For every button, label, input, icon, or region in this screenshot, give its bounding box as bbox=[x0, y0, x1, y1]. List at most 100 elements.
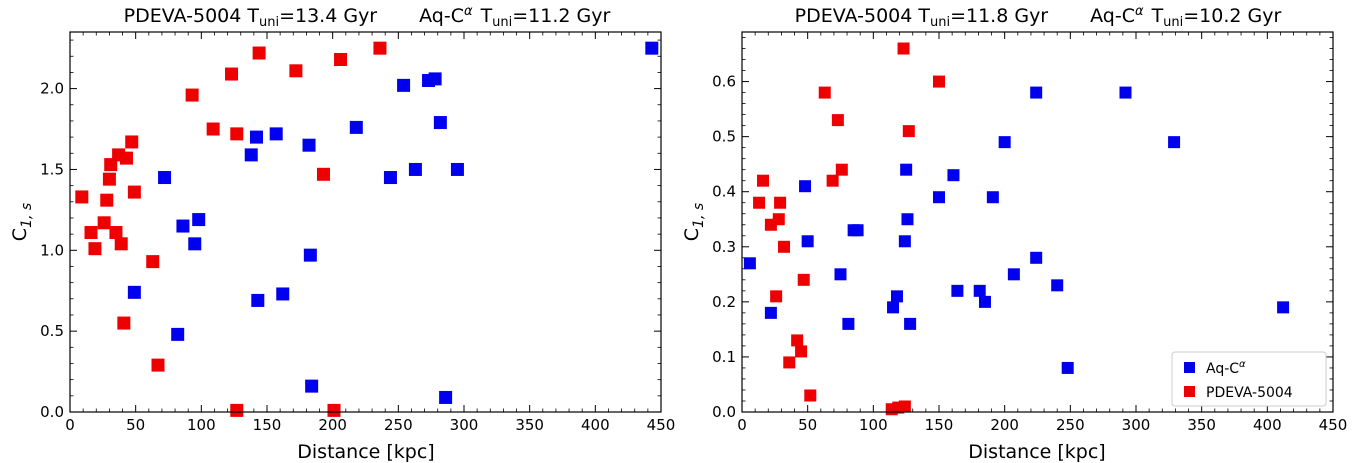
right-point-pdeva bbox=[753, 196, 766, 209]
left-point-pdeva bbox=[117, 316, 131, 330]
left-point-pdeva bbox=[109, 226, 123, 240]
left-point-pdeva bbox=[119, 151, 133, 165]
left-point-aq bbox=[269, 127, 283, 141]
right-title-t-b: T bbox=[1151, 5, 1164, 27]
left-point-pdeva bbox=[252, 46, 266, 60]
right-y-label-sub: 1, s bbox=[691, 203, 707, 228]
right-title-eq-b: =10.2 Gyr bbox=[1183, 5, 1281, 27]
right-x-tick-label: 0 bbox=[737, 416, 747, 434]
right-point-pdeva bbox=[791, 334, 804, 347]
left-point-pdeva bbox=[289, 64, 303, 78]
right-point-aq bbox=[890, 290, 903, 303]
left-point-pdeva bbox=[125, 135, 139, 149]
right-point-aq bbox=[904, 317, 917, 330]
right-point-aq bbox=[799, 180, 812, 193]
right-point-pdeva bbox=[772, 213, 785, 226]
right-point-aq bbox=[947, 169, 960, 182]
right-point-pdeva bbox=[774, 196, 787, 209]
right-title-eq-a: =11.8 Gyr bbox=[950, 5, 1048, 27]
right-point-pdeva bbox=[898, 400, 911, 413]
left-title-sim-a: PDEVA-5004 T bbox=[124, 5, 260, 27]
right-y-tick-label: 0.5 bbox=[712, 128, 736, 146]
right-point-pdeva bbox=[933, 75, 945, 88]
left-point-aq bbox=[303, 248, 317, 262]
left-plot-frame bbox=[69, 31, 662, 413]
left-title-t-b: T bbox=[480, 5, 493, 27]
right-point-pdeva bbox=[770, 290, 783, 303]
left-y-tick-label: 0.0 bbox=[40, 403, 64, 421]
left-point-aq bbox=[249, 130, 263, 144]
left-x-tick-label: 50 bbox=[126, 416, 145, 434]
right-point-aq bbox=[834, 268, 847, 281]
left-point-aq bbox=[645, 41, 659, 55]
legend-marker-pdeva bbox=[1184, 386, 1195, 397]
right-point-aq bbox=[998, 136, 1011, 149]
left-x-tick-label: 450 bbox=[647, 416, 676, 434]
left-x-tick-label: 400 bbox=[581, 416, 610, 434]
left-point-aq bbox=[349, 120, 363, 134]
right-x-tick-label: 100 bbox=[859, 416, 888, 434]
right-point-aq bbox=[898, 235, 911, 248]
left-point-pdeva bbox=[146, 255, 160, 269]
right-point-aq bbox=[887, 301, 900, 314]
right-x-tick-label: 300 bbox=[1122, 416, 1151, 434]
right-point-pdeva bbox=[783, 356, 796, 369]
left-title-sub-b: uni bbox=[492, 15, 512, 30]
left-x-axis-label: Distance [kpc] bbox=[297, 441, 434, 463]
left-title-eq-a: =13.4 Gyr bbox=[279, 5, 377, 27]
legend-box bbox=[1171, 351, 1327, 407]
left-point-aq bbox=[305, 379, 319, 393]
right-y-tick-label: 0.2 bbox=[712, 293, 736, 311]
right-y-tick-label: 0.1 bbox=[712, 348, 736, 366]
left-point-pdeva bbox=[334, 52, 348, 66]
left-point-aq bbox=[302, 138, 316, 152]
left-x-tick-label: 350 bbox=[515, 416, 544, 434]
right-y-tick-label: 0.3 bbox=[712, 238, 736, 256]
right-x-tick-label: 50 bbox=[798, 416, 817, 434]
left-point-pdeva bbox=[114, 237, 128, 251]
right-point-aq bbox=[1061, 361, 1074, 374]
right-x-axis-label: Distance [kpc] bbox=[968, 441, 1105, 463]
right-point-aq bbox=[1030, 251, 1043, 264]
right-x-tick-label: 250 bbox=[1056, 416, 1085, 434]
right-point-aq bbox=[801, 235, 814, 248]
left-y-tick-label: 1.0 bbox=[40, 241, 64, 259]
left-y-tick-label: 1.5 bbox=[40, 160, 64, 178]
right-y-tick-label: 0.6 bbox=[712, 73, 736, 91]
legend-label-pdeva: PDEVA-5004 bbox=[1206, 385, 1293, 401]
left-point-pdeva bbox=[84, 226, 98, 240]
left-x-tick-label: 150 bbox=[253, 416, 282, 434]
right-point-aq bbox=[1119, 86, 1132, 99]
right-title-sup-b: α bbox=[1135, 4, 1144, 19]
left-panel: PDEVA-5004 Tuni=13.4 Gyr Aq-Cα Tuni=11.2 G… bbox=[9, 4, 675, 463]
right-point-pdeva bbox=[778, 240, 791, 253]
right-title-sub-b: uni bbox=[1163, 15, 1183, 30]
right-point-aq bbox=[1051, 279, 1064, 292]
right-point-pdeva bbox=[804, 389, 817, 402]
left-point-aq bbox=[188, 237, 202, 251]
left-point-aq bbox=[127, 285, 141, 299]
left-point-pdeva bbox=[230, 403, 244, 417]
right-point-aq bbox=[978, 295, 991, 308]
left-point-aq bbox=[244, 148, 258, 162]
left-title-sup-b: α bbox=[464, 4, 473, 19]
right-point-aq bbox=[933, 191, 945, 204]
left-point-pdeva bbox=[185, 88, 199, 102]
left-panel-points bbox=[75, 41, 659, 417]
right-x-tick-label: 200 bbox=[990, 416, 1019, 434]
left-panel-ticks: 0 50 100 150 200 250 300 350 400 450 0.0 0.5 1.0 1.5 2… bbox=[40, 32, 675, 434]
left-point-aq bbox=[397, 78, 411, 92]
left-point-pdeva bbox=[327, 403, 341, 417]
right-y-axis-label: C1, s bbox=[681, 203, 707, 241]
left-point-pdeva bbox=[88, 242, 102, 256]
left-point-pdeva bbox=[230, 127, 244, 141]
left-point-aq bbox=[158, 171, 172, 185]
left-y-label-sub: 1, s bbox=[19, 203, 35, 228]
right-point-aq bbox=[1030, 86, 1043, 99]
right-point-aq bbox=[851, 224, 864, 237]
right-point-pdeva bbox=[826, 174, 839, 187]
left-point-pdeva bbox=[75, 190, 89, 204]
right-plot-frame bbox=[741, 31, 1334, 413]
right-point-pdeva bbox=[795, 345, 808, 358]
left-point-aq bbox=[171, 327, 185, 341]
